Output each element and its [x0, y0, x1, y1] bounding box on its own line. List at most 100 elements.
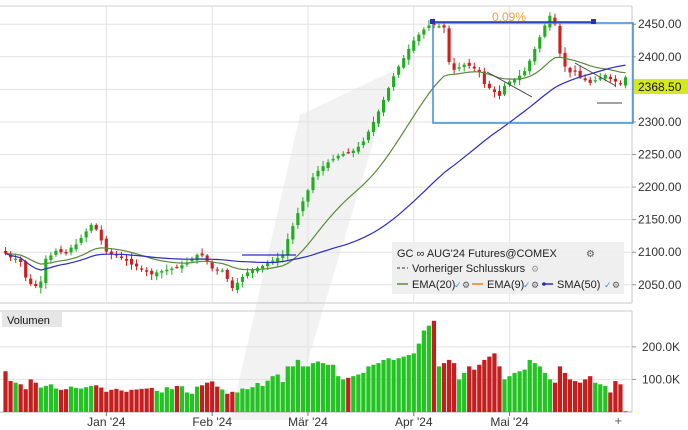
candle-body[interactable] — [104, 238, 108, 252]
candle-body[interactable] — [432, 23, 436, 25]
volume-bar[interactable] — [421, 330, 426, 412]
volume-bar[interactable] — [436, 366, 442, 412]
legend-ema20-check-icon[interactable]: ✓ — [454, 281, 462, 291]
candle-body[interactable] — [281, 255, 285, 259]
candle-body[interactable] — [528, 60, 532, 72]
volume-bar[interactable] — [457, 379, 462, 412]
volume-bar[interactable] — [462, 372, 467, 412]
volume-bar[interactable] — [129, 389, 134, 412]
volume-bar[interactable] — [104, 391, 109, 412]
candle-body[interactable] — [482, 71, 486, 85]
volume-bar[interactable] — [179, 386, 185, 412]
candle-body[interactable] — [598, 77, 602, 80]
volume-bar[interactable] — [310, 363, 316, 412]
candle-body[interactable] — [89, 224, 93, 231]
candle-body[interactable] — [492, 89, 496, 92]
candle-body[interactable] — [623, 77, 628, 86]
volume-bar[interactable] — [325, 364, 331, 412]
trendline-1[interactable] — [486, 71, 533, 98]
volume-bar[interactable] — [623, 411, 628, 412]
volume-bar[interactable] — [477, 364, 482, 412]
volume-bar[interactable] — [305, 366, 311, 412]
candle-body[interactable] — [276, 258, 280, 263]
volume-bar[interactable] — [205, 382, 210, 412]
volume-bar[interactable] — [250, 387, 255, 412]
trendlines[interactable] — [242, 62, 622, 256]
legend-settings-icon[interactable]: ⚙ — [586, 249, 595, 260]
volume-bar[interactable] — [351, 376, 356, 412]
candle-body[interactable] — [49, 255, 53, 260]
volume-bar[interactable] — [406, 354, 411, 412]
volume-bar[interactable] — [270, 376, 275, 412]
volume-bar[interactable] — [13, 382, 18, 412]
candle-body[interactable] — [225, 269, 229, 279]
candle-body[interactable] — [316, 170, 320, 177]
candle-body[interactable] — [19, 259, 23, 262]
volume-bar[interactable] — [159, 392, 164, 412]
volume-bar[interactable] — [542, 372, 547, 412]
volume-bar[interactable] — [583, 379, 588, 412]
volume-bar[interactable] — [124, 391, 129, 412]
volume-bar[interactable] — [512, 372, 517, 412]
volume-bar[interactable] — [18, 384, 23, 412]
candle-body[interactable] — [34, 283, 38, 287]
volume-bar[interactable] — [608, 392, 613, 412]
candle-body[interactable] — [155, 272, 159, 277]
volume-bar[interactable] — [391, 359, 396, 412]
volume-bar[interactable] — [23, 389, 28, 412]
candle-body[interactable] — [215, 269, 219, 271]
volume-bar[interactable] — [446, 359, 452, 412]
candle-body[interactable] — [523, 71, 527, 76]
volume-bar[interactable] — [210, 381, 215, 412]
volume-bar[interactable] — [194, 386, 200, 412]
volume-bar[interactable] — [58, 389, 64, 412]
candle-body[interactable] — [129, 258, 134, 265]
volume-bar[interactable] — [174, 385, 180, 412]
candle-body[interactable] — [603, 75, 607, 79]
candle-body[interactable] — [366, 131, 370, 141]
volume-bar[interactable] — [139, 388, 144, 412]
candle-body[interactable] — [200, 253, 204, 256]
candle-body[interactable] — [387, 88, 391, 101]
volume-bar[interactable] — [230, 391, 235, 412]
volume-bar[interactable] — [295, 359, 300, 412]
candle-body[interactable] — [593, 80, 597, 82]
volume-bar[interactable] — [376, 363, 381, 412]
candle-body[interactable] — [321, 166, 325, 172]
candle-body[interactable] — [119, 256, 124, 259]
volume-bar[interactable] — [164, 387, 169, 412]
volume-bar[interactable] — [33, 382, 38, 412]
volume-bar[interactable] — [567, 379, 573, 412]
candle-body[interactable] — [553, 17, 557, 25]
volume-bar[interactable] — [53, 388, 59, 412]
volume-bar[interactable] — [255, 383, 260, 412]
candle-body[interactable] — [220, 270, 224, 272]
candles[interactable] — [3, 12, 628, 294]
volume-bar[interactable] — [300, 366, 306, 412]
volume-bar[interactable] — [119, 390, 124, 412]
volume-bar[interactable] — [517, 371, 522, 412]
volume-bar[interactable] — [184, 392, 190, 412]
candle-body[interactable] — [175, 266, 179, 269]
candle-body[interactable] — [361, 141, 365, 146]
volume-bar[interactable] — [260, 385, 265, 412]
candle-body[interactable] — [109, 251, 113, 255]
candle-body[interactable] — [306, 190, 310, 202]
volume-bar[interactable] — [451, 363, 457, 412]
volume-bar[interactable] — [527, 359, 532, 412]
measurement-rectangle[interactable] — [432, 22, 634, 124]
candle-body[interactable] — [447, 28, 451, 63]
candle-body[interactable] — [497, 90, 502, 96]
candle-body[interactable] — [467, 62, 471, 66]
candle-body[interactable] — [124, 258, 129, 261]
candle-body[interactable] — [346, 152, 350, 154]
volume-bar[interactable] — [285, 366, 290, 412]
candle-body[interactable] — [558, 25, 562, 54]
volume-bar[interactable] — [366, 366, 371, 412]
volume-bar[interactable] — [386, 358, 391, 412]
volume-bar[interactable] — [381, 359, 386, 412]
volume-bar[interactable] — [275, 374, 280, 412]
candle-body[interactable] — [54, 250, 58, 255]
candle-body[interactable] — [210, 262, 214, 269]
legend-sma50-check-icon[interactable]: ✓ — [604, 281, 612, 291]
